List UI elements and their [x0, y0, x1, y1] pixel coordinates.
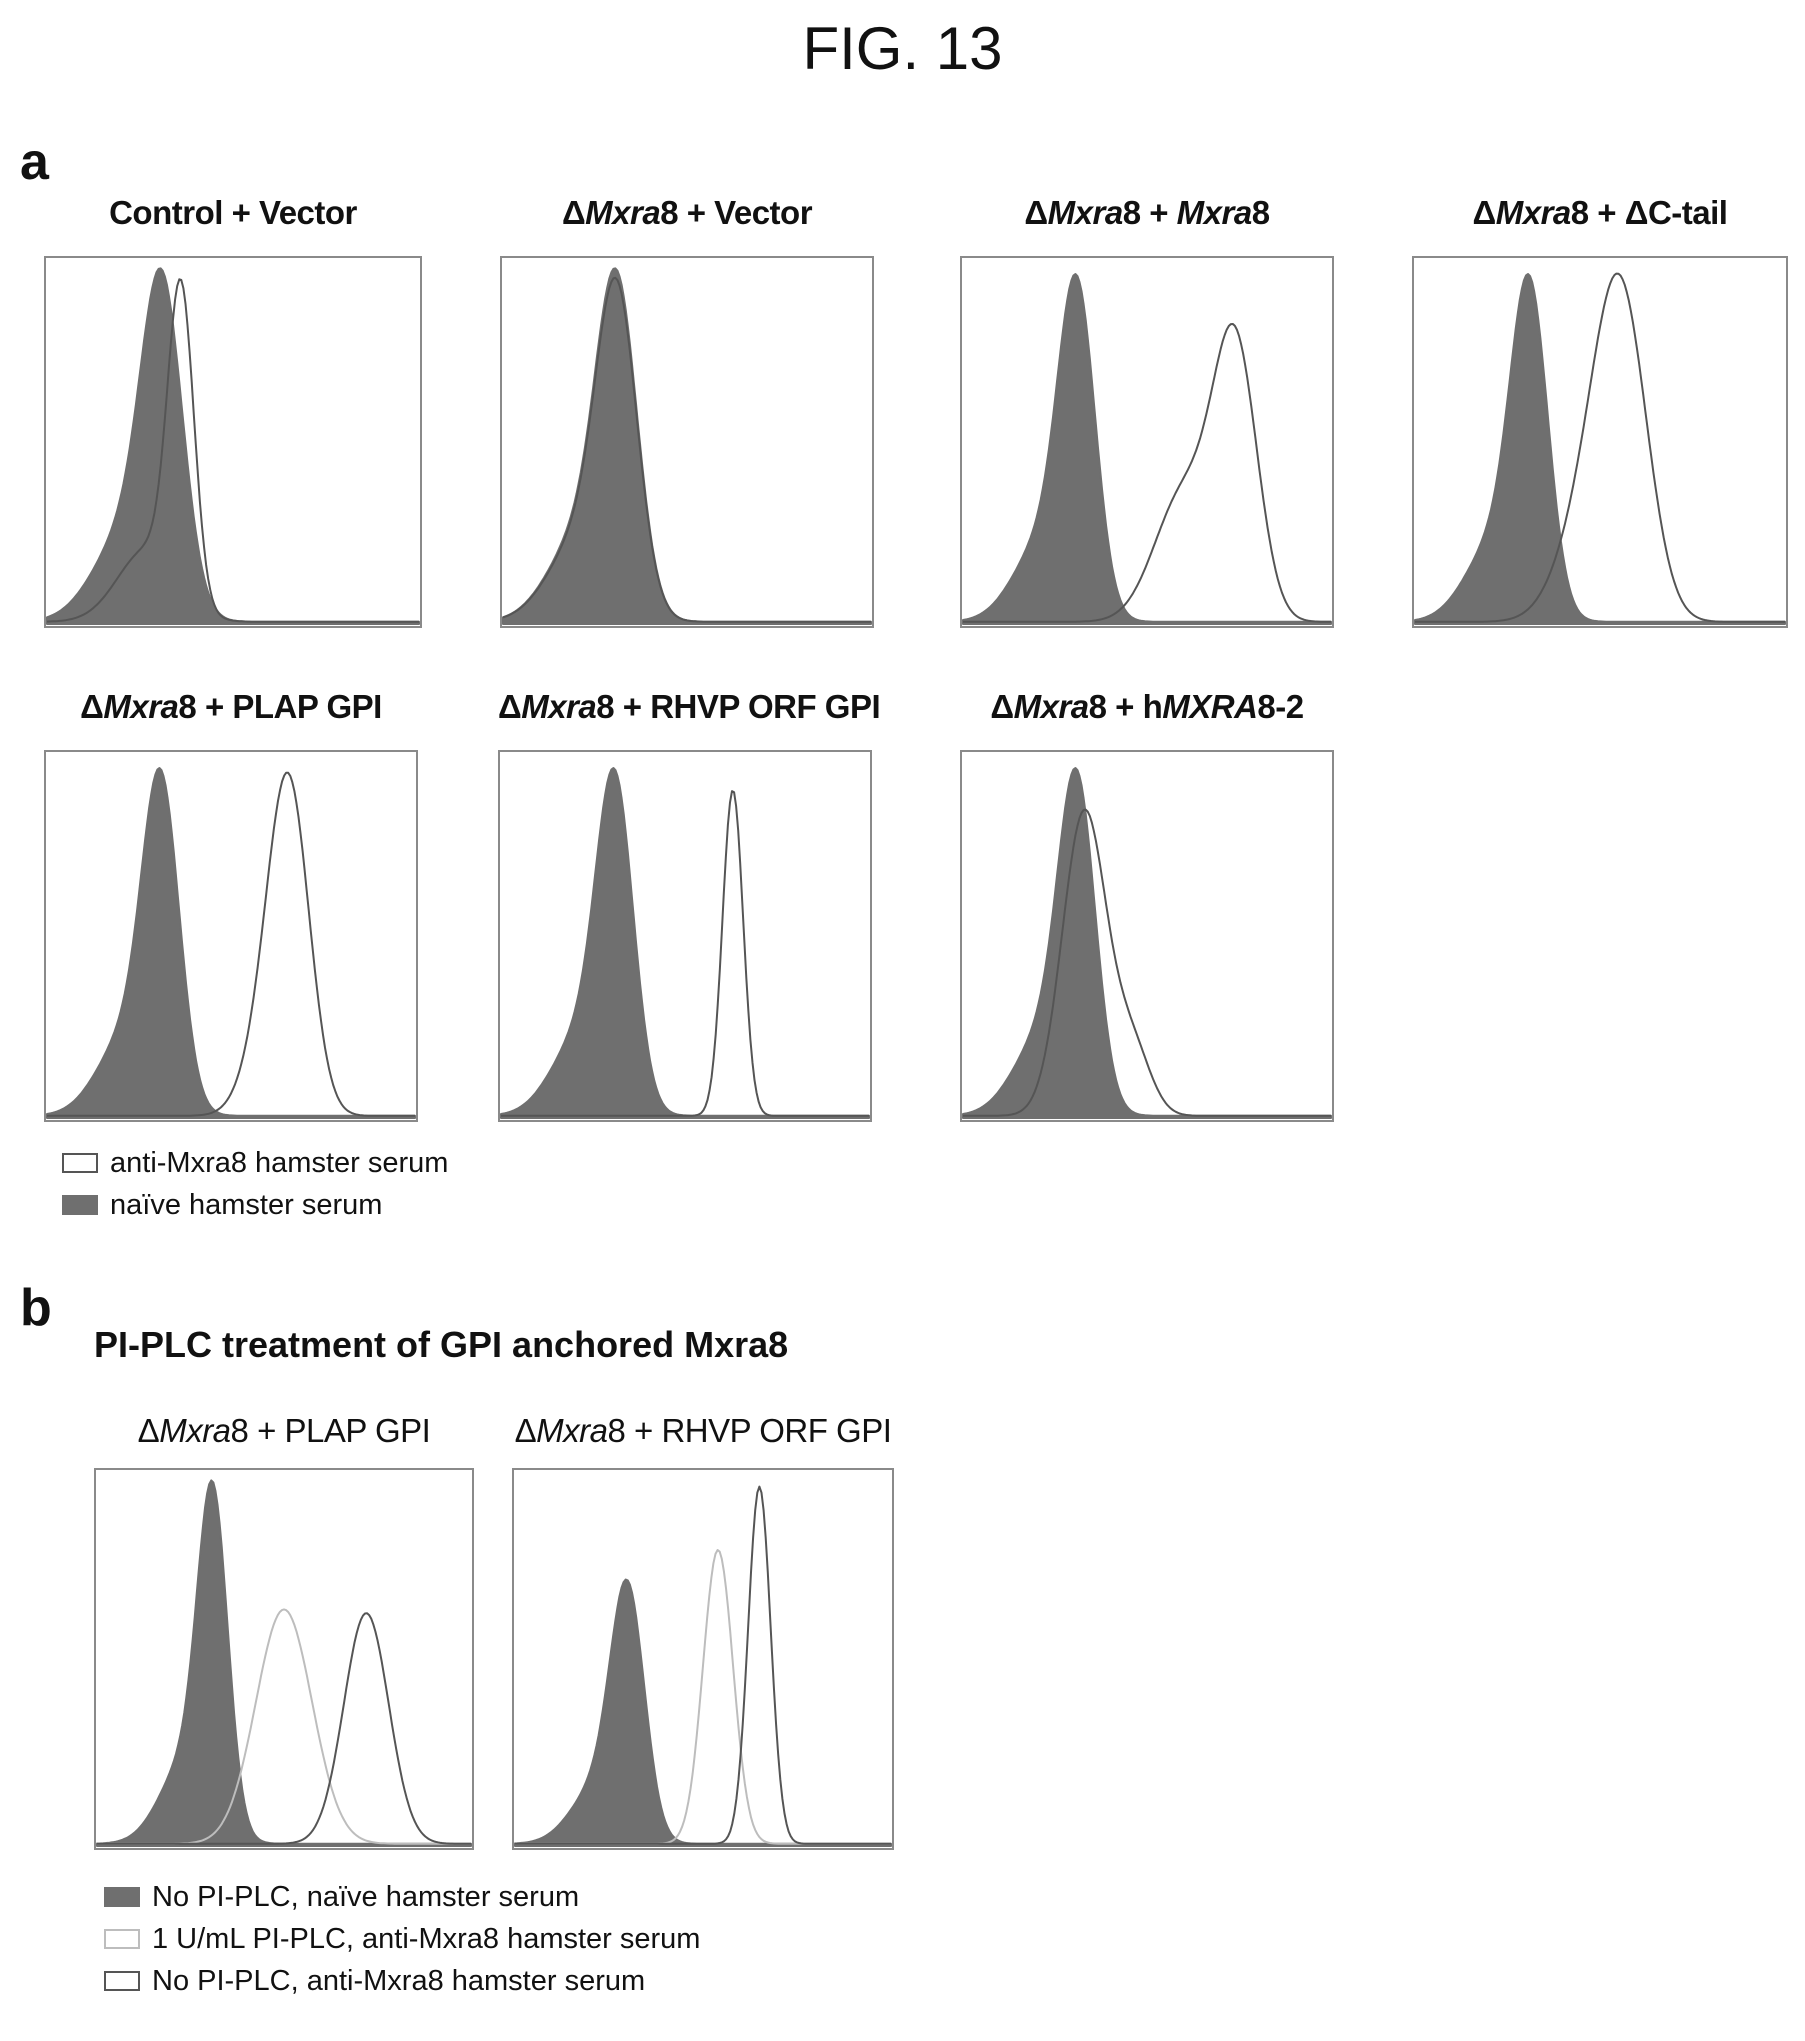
plot-frame [94, 1468, 474, 1850]
histogram-title: ΔMxra8 + RHVP ORF GPI [512, 1412, 894, 1450]
histogram-title-part: MXRA [1162, 688, 1258, 725]
legend-label: naïve hamster serum [110, 1188, 383, 1221]
histogram-title-part: Δ [1024, 194, 1048, 231]
histogram-title-part: 8 + [1122, 194, 1177, 231]
histogram-series-hollow [963, 808, 1331, 1117]
histogram-title-part: Control + Vector [109, 194, 357, 231]
histogram-dmxra8-plap-gpi: ΔMxra8 + PLAP GPI [44, 688, 418, 1124]
legend-label: anti-Mxra8 hamster serum [110, 1146, 449, 1179]
histogram-plot [44, 256, 422, 628]
histogram-b-plap-gpi: ΔMxra8 + PLAP GPI [94, 1412, 474, 1852]
histogram-plot [44, 750, 418, 1122]
legend-item: 1 U/mL PI-PLC, anti-Mxra8 hamster serum [104, 1918, 700, 1960]
histogram-title: ΔMxra8 + Mxra8 [960, 194, 1334, 232]
figure-title: FIG. 13 [802, 15, 1003, 82]
histogram-dmxra8-rhvp-orf-gpi: ΔMxra8 + RHVP ORF GPI [498, 688, 881, 1124]
histogram-title: ΔMxra8 + RHVP ORF GPI [498, 688, 881, 726]
panel-b-letter: b [20, 1279, 52, 1337]
panel-b-legend: No PI-PLC, naïve hamster serum 1 U/mL PI-… [104, 1876, 700, 2002]
histogram-series-filled [962, 273, 1332, 625]
histogram-plot [960, 256, 1334, 628]
panel-a-letter: a [20, 133, 49, 191]
histogram-title-part: Δ [80, 688, 104, 725]
histogram-series-hollow [515, 1485, 891, 1845]
histogram-dmxra8-dctail: ΔMxra8 + ΔC-tail [1412, 194, 1788, 634]
legend-label: No PI-PLC, naïve hamster serum [152, 1880, 580, 1913]
histogram-title-part: Mxra [103, 688, 179, 725]
histogram-series-hollow [501, 790, 869, 1117]
histogram-dmxra8-mxra8: ΔMxra8 + Mxra8 [960, 194, 1334, 634]
legend-swatch [104, 1929, 140, 1949]
histogram-plot [498, 750, 872, 1122]
histogram-title-part: 8 + RHVP ORF GPI [596, 688, 881, 725]
legend-item: naïve hamster serum [62, 1184, 448, 1226]
histogram-title: ΔMxra8 + PLAP GPI [94, 1412, 474, 1450]
histogram-dmxra8-hmxra8-2: ΔMxra8 + hMXRA8-2 [960, 688, 1334, 1124]
histogram-control-vector: Control + Vector [44, 194, 422, 634]
histogram-series-hollow [502, 276, 871, 623]
histogram-title-part: Δ [1472, 194, 1497, 231]
histogram-title-part: Δ [561, 194, 586, 231]
histogram-dmxra8-vector: ΔMxra8 + Vector [500, 194, 874, 634]
histogram-title-part: 8 [1251, 194, 1270, 231]
histogram-title-part: 8 + RHVP ORF GPI [607, 1412, 892, 1449]
histogram-title: ΔMxra8 + hMXRA8-2 [960, 688, 1334, 726]
legend-swatch [104, 1971, 140, 1991]
legend-label: 1 U/mL PI-PLC, anti-Mxra8 hamster serum [152, 1922, 701, 1955]
histogram-title-part: 8 + Vector [660, 194, 813, 231]
histogram-title: ΔMxra8 + Vector [500, 194, 874, 232]
histogram-title-part: Mxra [1495, 194, 1572, 231]
histogram-plot [500, 256, 874, 628]
histogram-title: Control + Vector [44, 194, 422, 232]
histogram-title-part: 8 + h [1088, 688, 1163, 725]
panel-b-title: PI-PLC treatment of GPI anchored Mxra8 [94, 1324, 789, 1365]
histogram-title-part: 8-2 [1257, 688, 1304, 725]
legend-swatch [104, 1887, 140, 1907]
histogram-series-hollow [97, 1612, 471, 1845]
histogram-b-rhvp-orf-gpi: ΔMxra8 + RHVP ORF GPI [512, 1412, 894, 1852]
histogram-plot [1412, 256, 1788, 628]
histogram-title-part: Mxra [1047, 194, 1124, 231]
histogram-title-part: Δ [514, 1412, 537, 1449]
histogram-title-part: Mxra [585, 194, 661, 231]
histogram-title-part: Δ [498, 688, 522, 725]
histogram-title-part: 8 + ΔC-tail [1570, 194, 1728, 231]
histogram-title-part: 8 + PLAP GPI [230, 1412, 431, 1449]
histogram-title: ΔMxra8 + PLAP GPI [44, 688, 418, 726]
histogram-series-hollow [1415, 272, 1785, 623]
histogram-title-part: Mxra [1176, 194, 1253, 231]
panel-a-legend: anti-Mxra8 hamster serum naïve hamster se… [62, 1142, 448, 1226]
histogram-title-part: Mxra [159, 1412, 231, 1449]
legend-label: No PI-PLC, anti-Mxra8 hamster serum [152, 1964, 646, 1997]
legend-item: No PI-PLC, anti-Mxra8 hamster serum [104, 1960, 700, 2002]
histogram-series-hollow [47, 771, 415, 1117]
legend-item: anti-Mxra8 hamster serum [62, 1142, 448, 1184]
histogram-title-part: Δ [990, 688, 1014, 725]
histogram-title-part: Mxra [521, 688, 597, 725]
histogram-plot [94, 1468, 474, 1850]
histogram-series-hollow [963, 323, 1331, 623]
histogram-title-part: Mxra [536, 1412, 608, 1449]
histogram-series-hollow [46, 278, 419, 623]
legend-swatch [62, 1195, 98, 1215]
histogram-title: ΔMxra8 + ΔC-tail [1412, 194, 1788, 232]
histogram-title-part: 8 + PLAP GPI [178, 688, 382, 725]
histogram-plot [960, 750, 1334, 1122]
legend-swatch [62, 1153, 98, 1173]
histogram-title-part: Mxra [1013, 688, 1090, 725]
histogram-series-filled [46, 767, 416, 1119]
histogram-plot [512, 1468, 894, 1850]
legend-item: No PI-PLC, naïve hamster serum [104, 1876, 700, 1918]
histogram-title-part: Δ [137, 1412, 160, 1449]
